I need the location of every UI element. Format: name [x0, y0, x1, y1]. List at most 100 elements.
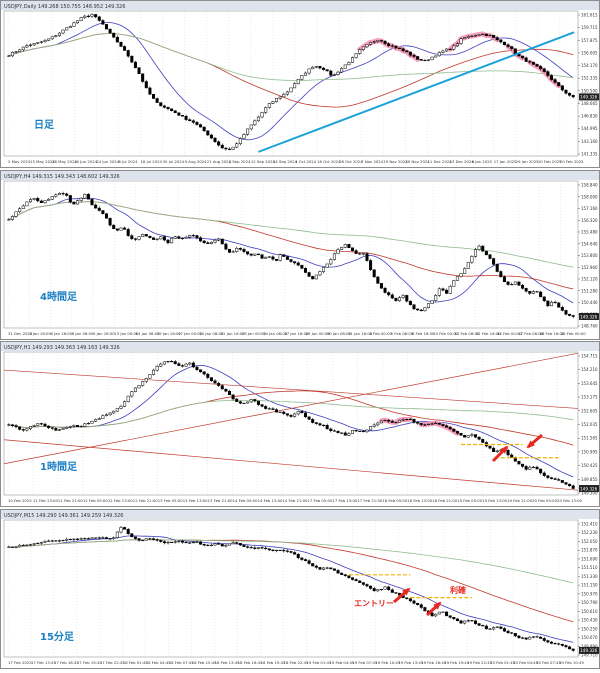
candle-body	[235, 143, 239, 148]
candle-body	[177, 236, 181, 239]
candle-body	[43, 200, 47, 203]
time-tick-label: 7 Nov 2024	[361, 159, 383, 164]
candle-body	[54, 540, 58, 542]
candle-body	[249, 253, 253, 256]
candle-body	[275, 98, 279, 102]
candle-body	[564, 310, 568, 315]
candle-body	[65, 27, 69, 31]
candle-body	[557, 479, 561, 481]
candle-body	[332, 74, 336, 76]
candle-body	[560, 643, 564, 646]
candle-body	[473, 620, 478, 624]
time-tick-label: 3 Jan 16:00	[29, 331, 51, 336]
candle-body	[423, 59, 427, 62]
candle-body	[188, 235, 192, 238]
time-tick-label: 18 Feb 16:00	[539, 331, 564, 336]
price-tick-label: 153.175	[581, 395, 598, 400]
time-tick-label: 19 Nov 2024	[383, 159, 408, 164]
ma-short-line	[8, 535, 574, 643]
candle-body	[350, 577, 355, 580]
candle-body	[260, 547, 264, 549]
candle-body	[90, 420, 94, 424]
candle-body	[336, 71, 340, 75]
time-tick-label: 23 Jan 00:00	[242, 331, 267, 336]
candle-body	[126, 50, 130, 57]
candle-body	[54, 428, 58, 431]
candle-body	[546, 640, 550, 643]
price-tick-label: 153.645	[581, 381, 598, 386]
time-tick-label: 19 Feb 01:45	[306, 660, 331, 665]
candle-body	[481, 33, 485, 35]
candle-body	[542, 68, 546, 72]
candle-body	[455, 618, 459, 622]
candle-body	[57, 429, 61, 431]
candle-body	[159, 540, 163, 542]
candle-body	[412, 418, 416, 423]
time-tick-label: 19 Feb 07:45	[352, 660, 377, 665]
time-tick-label: 20 Feb 2025	[560, 159, 584, 164]
pane-caption-bar	[1, 510, 599, 519]
pane-frame	[0, 170, 600, 340]
candle-body	[65, 426, 69, 429]
candle-body	[47, 199, 51, 201]
candle-body	[365, 584, 369, 587]
candle-body	[39, 41, 43, 43]
candle-body	[477, 34, 481, 36]
candle-body	[405, 419, 409, 421]
candle-body	[170, 237, 174, 244]
candle-body	[350, 57, 355, 63]
candle-body	[220, 544, 224, 547]
candle-body	[148, 374, 152, 379]
candle-body	[466, 620, 470, 622]
candle-body	[108, 538, 112, 540]
time-tick-label: 14 Feb 00:00	[497, 331, 522, 336]
time-tick-label: 17 Feb 13:00	[332, 498, 357, 503]
candle-body	[144, 378, 148, 382]
candle-body	[484, 625, 488, 630]
candle-body	[10, 216, 14, 220]
candle-body	[133, 238, 137, 240]
time-tick-label: 20 Feb 05:00	[532, 498, 557, 503]
candle-body	[539, 291, 543, 298]
candle-body	[419, 604, 423, 608]
candle-body	[289, 259, 293, 262]
price-tick-label: 149.855	[581, 477, 598, 482]
candle-body	[115, 408, 119, 412]
time-tick-label: 20 Feb 13:00	[557, 498, 582, 503]
candle-body	[130, 55, 134, 63]
candle-body	[539, 468, 543, 474]
candle-body	[94, 537, 98, 539]
time-tick-label: 14 Feb 13:00	[258, 498, 283, 503]
current-price-label: 149.326	[580, 648, 598, 653]
time-tick-label: 17 Feb 16:45	[54, 660, 79, 665]
candle-body	[347, 433, 351, 436]
price-tick-label: 150.610	[581, 609, 598, 614]
candle-body	[224, 147, 228, 150]
candle-body	[383, 40, 387, 44]
candle-body	[495, 450, 499, 452]
candle-body	[141, 539, 145, 542]
candle-body	[437, 288, 441, 296]
current-price-tag	[579, 312, 599, 320]
candle-body	[387, 292, 391, 296]
candle-body	[311, 66, 315, 70]
candle-body	[180, 540, 184, 543]
candle-body	[322, 424, 326, 426]
candle-body	[430, 612, 434, 617]
candle-body	[535, 291, 539, 293]
time-tick-label: 2 May 2024	[8, 159, 31, 164]
candle-body	[463, 37, 467, 40]
time-tick-label: 14 Feb 21:00	[283, 498, 308, 503]
candle-body	[57, 193, 61, 196]
candle-body	[549, 641, 554, 644]
candle-body	[86, 15, 90, 17]
candle-body	[387, 43, 391, 46]
time-tick-label: 21 Jan 16:00	[221, 331, 246, 336]
candle-body	[166, 361, 170, 363]
chart-pane-4h: USDJPY,H4 149.315 149.343 148.602 149.32…	[0, 170, 600, 340]
candle-body	[36, 423, 40, 426]
candle-body	[123, 401, 127, 407]
candle-body	[180, 237, 184, 240]
time-tick-label: 18 Feb 19:45	[261, 660, 286, 665]
candle-body	[513, 633, 517, 637]
